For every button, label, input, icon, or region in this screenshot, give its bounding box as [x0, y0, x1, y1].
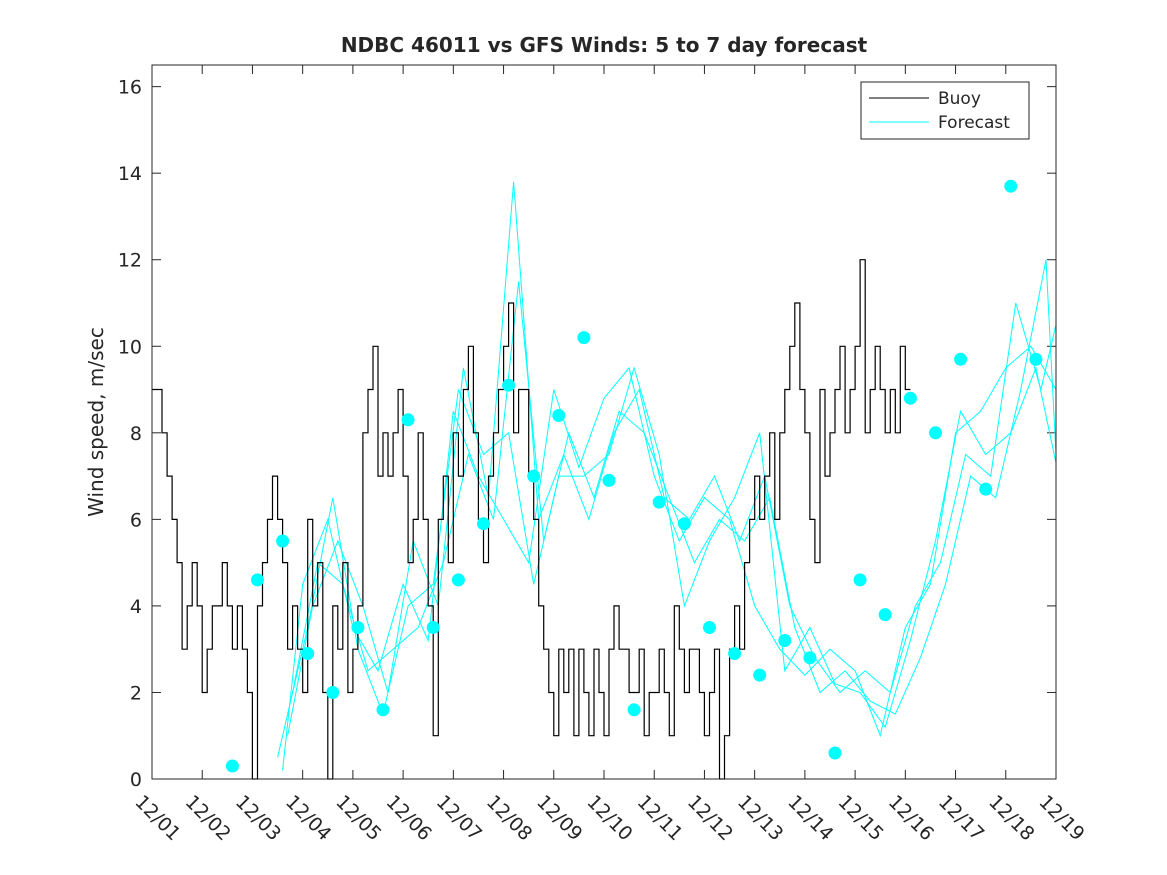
chart-title: NDBC 46011 vs GFS Winds: 5 to 7 day fore… [341, 33, 868, 57]
forecast-marker [276, 534, 290, 548]
forecast-marker [652, 495, 666, 509]
forecast-marker [929, 426, 942, 440]
y-tick-label: 12 [118, 250, 142, 272]
forecast-marker [1004, 179, 1018, 193]
y-tick-label: 2 [130, 682, 142, 704]
forecast-marker [502, 378, 516, 392]
forecast-marker [954, 352, 968, 366]
forecast-marker [401, 413, 415, 427]
y-tick-label: 10 [118, 336, 142, 358]
forecast-marker [602, 473, 616, 487]
forecast-marker [979, 482, 993, 496]
forecast-marker [878, 608, 892, 622]
forecast-markers [225, 179, 1043, 773]
y-tick-label: 8 [130, 423, 142, 445]
forecast-marker [477, 517, 490, 531]
legend: Buoy Forecast [860, 81, 1030, 140]
legend-forecast-label: Forecast [938, 113, 1010, 133]
forecast-line [292, 259, 1057, 715]
forecast-marker [677, 517, 691, 531]
y-tick-label: 0 [130, 769, 142, 791]
forecast-marker [376, 703, 390, 717]
forecast-marker [853, 573, 867, 587]
forecast-marker [225, 759, 239, 773]
forecast-marker [451, 573, 465, 587]
forecast-marker [251, 573, 264, 587]
forecast-marker [326, 686, 340, 699]
forecast-marker [627, 703, 641, 717]
forecast-marker [426, 621, 440, 634]
forecast-marker [728, 647, 742, 660]
forecast-marker [351, 621, 365, 634]
plot-frame [151, 64, 1057, 780]
forecast-line [277, 366, 1057, 758]
forecast-marker [301, 647, 315, 660]
y-tick-labels: 0 2 4 6 8 10 12 14 16 [118, 77, 142, 791]
forecast-marker [828, 746, 842, 760]
forecast-marker [1029, 352, 1043, 366]
y-tick-label: 14 [118, 163, 142, 185]
y-tick-label: 16 [118, 77, 142, 99]
forecast-marker [753, 668, 767, 682]
plot-area [152, 65, 1056, 779]
y-tick-label: 4 [130, 596, 142, 618]
forecast-marker [803, 651, 817, 665]
forecast-marker [703, 621, 716, 634]
forecast-line [282, 345, 1057, 771]
legend-buoy-label: Buoy [938, 89, 981, 109]
legend-box [860, 81, 1030, 140]
forecast-line [287, 181, 1057, 736]
y-tick-label: 6 [130, 509, 142, 531]
series-layer [152, 181, 1057, 780]
y-axis-label: Wind speed, m/sec [84, 327, 108, 517]
forecast-marker [527, 469, 541, 483]
forecast-marker [903, 391, 917, 405]
forecast-marker [778, 634, 792, 647]
forecast-marker [577, 331, 591, 345]
forecast-marker [552, 409, 566, 422]
